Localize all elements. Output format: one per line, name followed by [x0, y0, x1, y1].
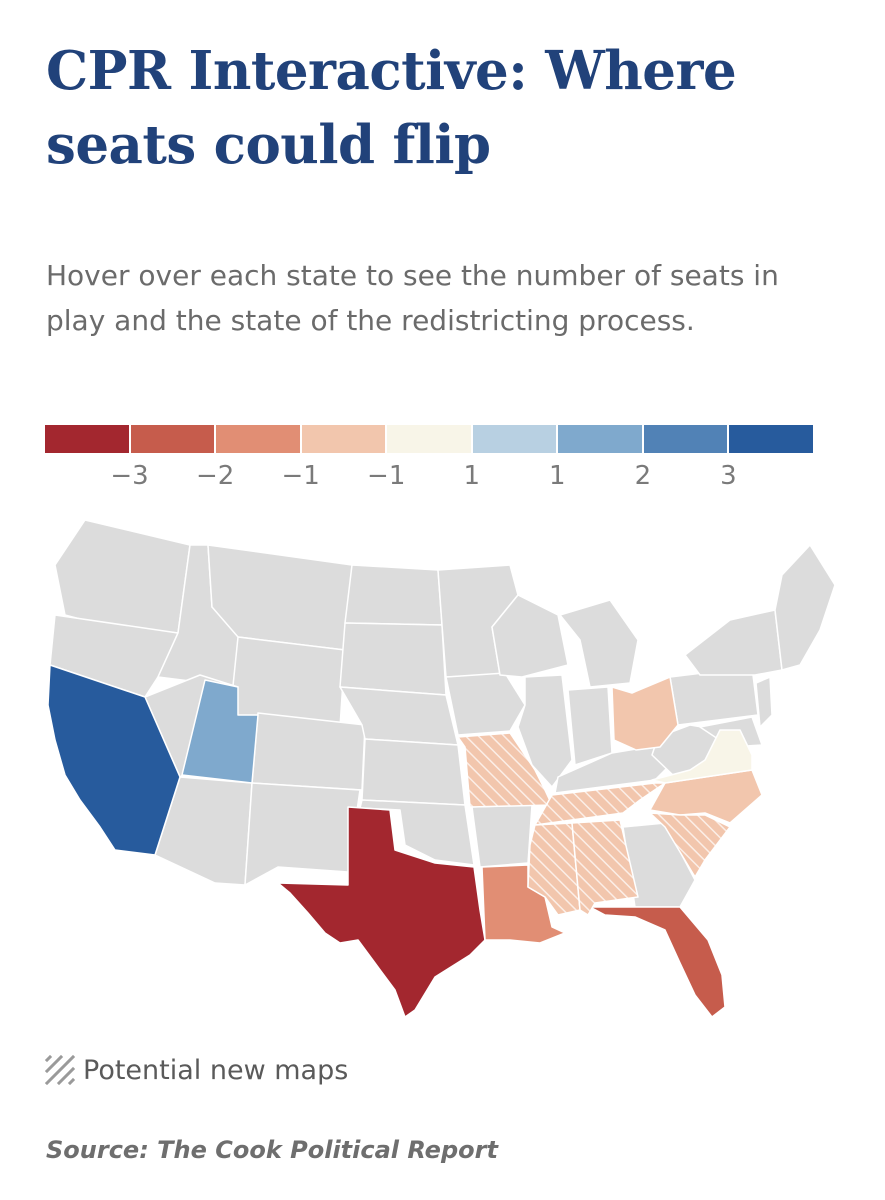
- state-wisconsin[interactable]: [491, 594, 569, 678]
- color-scale-swatch: [301, 425, 386, 453]
- hatch-overlay: [535, 783, 665, 825]
- state-new-mexico[interactable]: [244, 782, 361, 886]
- base-states: [49, 519, 836, 908]
- hatch-legend: Potential new maps: [45, 1050, 348, 1090]
- hatch-overlay: [650, 813, 730, 877]
- color-scale-swatch: [558, 425, 642, 453]
- color-scale-tick-label: 1: [463, 461, 481, 491]
- state-new-jersey[interactable]: [755, 676, 773, 728]
- state-utah[interactable]: [181, 679, 259, 784]
- state-iowa[interactable]: [445, 672, 526, 736]
- state-washington[interactable]: [54, 519, 191, 634]
- color-scale-tick-label: −1: [367, 461, 406, 491]
- state-ohio[interactable]: [611, 676, 679, 751]
- state-oregon[interactable]: [49, 614, 179, 698]
- color-scale-swatch: [472, 425, 557, 453]
- color-scale-swatch: [643, 425, 728, 453]
- color-scale-legend: [45, 425, 813, 453]
- state-virginia[interactable]: [651, 729, 753, 784]
- color-scale-tick-label: −3: [110, 461, 149, 491]
- hatch-overlay: [458, 733, 552, 807]
- state-california[interactable]: [47, 664, 181, 856]
- page-title: CPR Interactive: Where seats could flip: [46, 40, 737, 176]
- color-scale-swatch: [130, 425, 215, 453]
- state-colorado[interactable]: [251, 712, 366, 791]
- state-north-carolina[interactable]: [649, 769, 763, 824]
- color-scale-labels: −3 −2 −1 −1 1 1 2 3: [45, 458, 813, 494]
- color-scale-swatch: [216, 425, 300, 453]
- color-scale-swatch: [45, 425, 129, 453]
- state-kansas[interactable]: [361, 738, 466, 806]
- color-scale-tick-label: 1: [549, 461, 566, 491]
- hatch-swatch-icon: [45, 1055, 75, 1085]
- state-north-dakota[interactable]: [344, 564, 443, 626]
- state-indiana[interactable]: [567, 686, 613, 766]
- state-illinois[interactable]: [517, 674, 573, 788]
- legend-label: Potential new maps: [83, 1054, 349, 1086]
- state-new-england[interactable]: [774, 544, 836, 671]
- hatch-overlay: [572, 820, 638, 915]
- state-michigan[interactable]: [559, 599, 639, 688]
- state-texas[interactable]: [277, 806, 486, 1018]
- color-scale-tick-label: −1: [281, 461, 320, 491]
- color-scale-tick-label: 2: [634, 461, 652, 491]
- color-scale-tick-label: 3: [720, 461, 737, 491]
- hatch-overlay: [528, 823, 580, 915]
- color-scale-swatch: [729, 425, 813, 453]
- color-scale-swatch: [387, 425, 471, 453]
- source-credit: Source: The Cook Political Report: [46, 1136, 498, 1164]
- subtitle: Hover over each state to see the number …: [46, 259, 779, 337]
- state-south-dakota[interactable]: [339, 622, 447, 696]
- hatch-overlays: [458, 733, 730, 915]
- us-map: [47, 519, 836, 1018]
- state-arkansas[interactable]: [471, 804, 533, 868]
- state-florida[interactable]: [589, 906, 726, 1018]
- state-new-york[interactable]: [684, 609, 783, 676]
- color-scale-tick-label: −2: [195, 461, 235, 491]
- state-wyoming[interactable]: [229, 636, 346, 728]
